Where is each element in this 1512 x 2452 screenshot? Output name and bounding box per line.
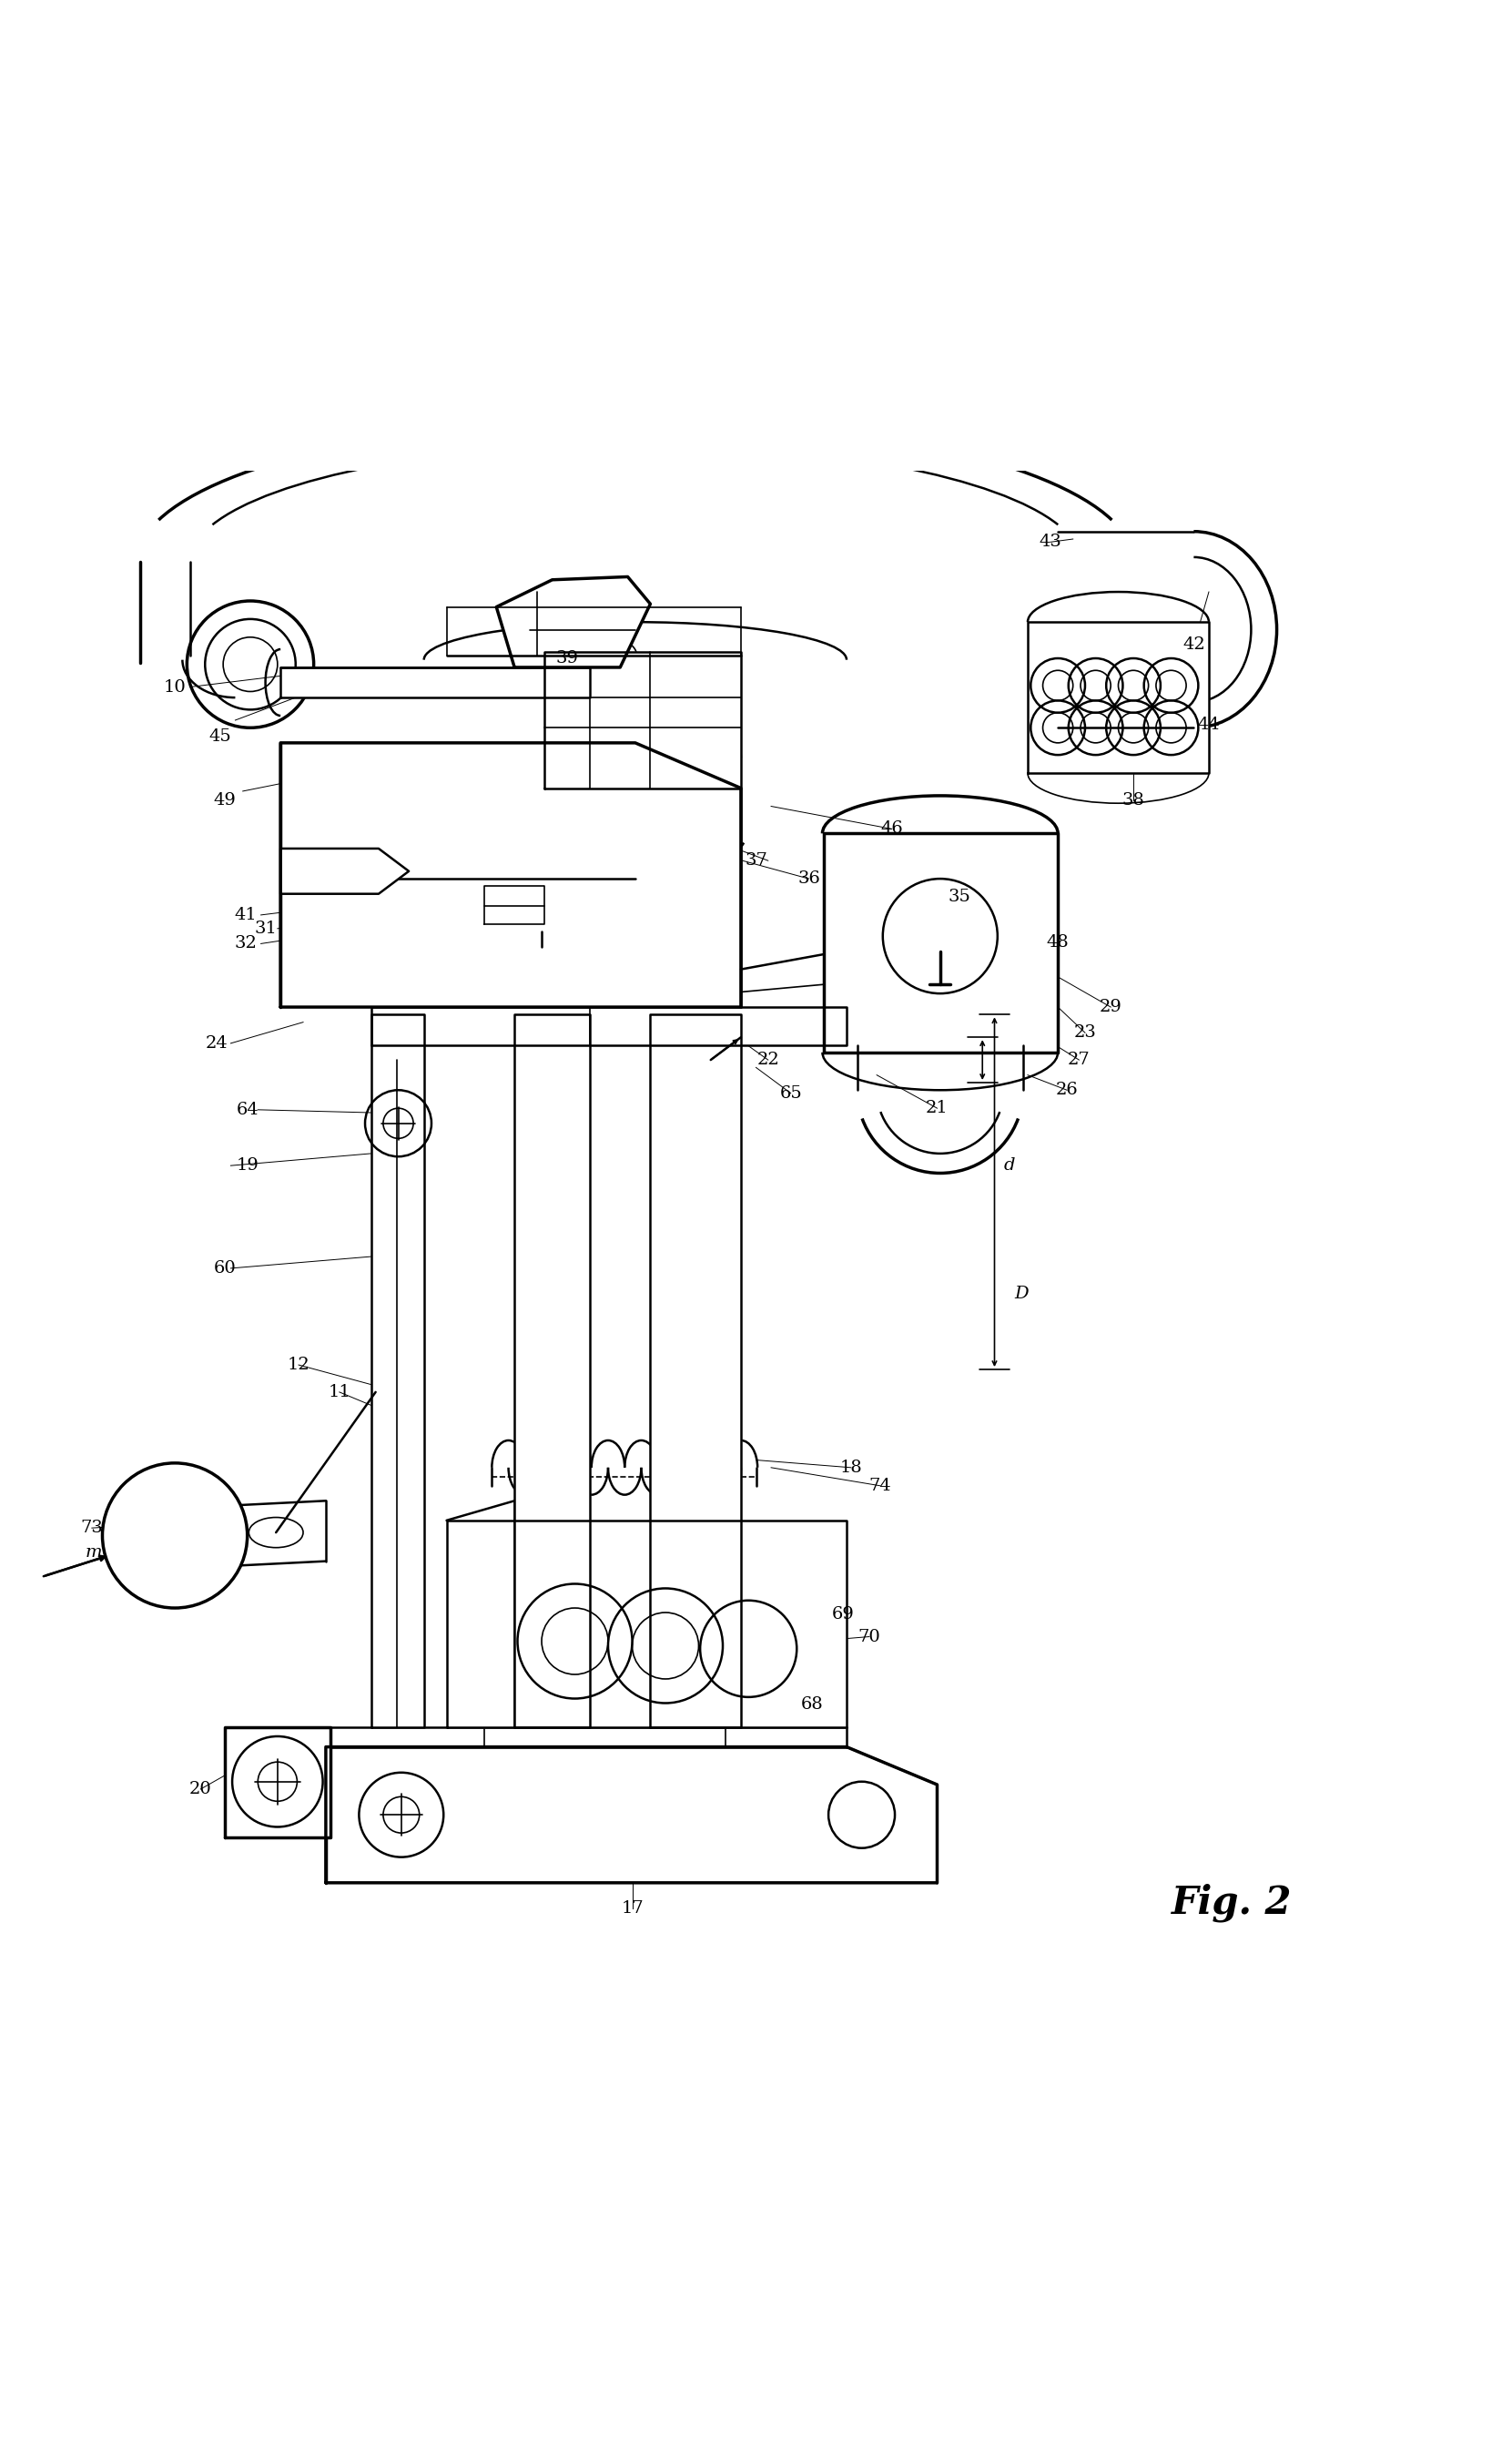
Text: 43: 43 xyxy=(1039,535,1061,549)
Text: 70: 70 xyxy=(857,1628,880,1645)
Text: 64: 64 xyxy=(236,1101,259,1118)
Text: 29: 29 xyxy=(1099,998,1122,1015)
Text: 48: 48 xyxy=(1046,934,1069,951)
Text: 31: 31 xyxy=(254,920,277,937)
Text: 39: 39 xyxy=(556,650,579,667)
Text: 24: 24 xyxy=(206,1035,228,1052)
Polygon shape xyxy=(824,834,1058,1052)
Text: Fig. 2: Fig. 2 xyxy=(1172,1883,1291,1922)
Text: 49: 49 xyxy=(213,792,236,809)
Text: 19: 19 xyxy=(236,1157,259,1175)
Text: 35: 35 xyxy=(948,888,971,905)
Text: 38: 38 xyxy=(1122,792,1145,809)
Text: 69: 69 xyxy=(832,1606,854,1623)
Text: 32: 32 xyxy=(234,937,257,951)
Polygon shape xyxy=(370,1015,423,1726)
Text: 11: 11 xyxy=(328,1383,351,1400)
Polygon shape xyxy=(650,1015,741,1726)
Text: 26: 26 xyxy=(1055,1081,1078,1098)
Text: m: m xyxy=(85,1545,101,1559)
Text: 46: 46 xyxy=(880,821,903,836)
Text: 44: 44 xyxy=(1198,716,1220,733)
Text: 21: 21 xyxy=(925,1101,948,1116)
Text: 73: 73 xyxy=(80,1520,103,1535)
Polygon shape xyxy=(370,1008,847,1045)
Polygon shape xyxy=(281,743,741,1008)
Polygon shape xyxy=(325,1746,937,1883)
Circle shape xyxy=(103,1464,248,1609)
Text: 22: 22 xyxy=(758,1052,779,1069)
Polygon shape xyxy=(281,667,590,696)
Text: D: D xyxy=(1015,1285,1028,1302)
Text: d: d xyxy=(1004,1157,1015,1175)
Text: 20: 20 xyxy=(189,1780,212,1797)
Text: 10: 10 xyxy=(163,679,186,696)
Text: 41: 41 xyxy=(234,907,257,922)
Text: 68: 68 xyxy=(800,1697,823,1714)
Polygon shape xyxy=(1028,623,1208,772)
Text: 37: 37 xyxy=(745,853,767,868)
Text: 60: 60 xyxy=(213,1260,236,1277)
Polygon shape xyxy=(544,652,741,787)
Text: 36: 36 xyxy=(797,870,820,888)
Polygon shape xyxy=(496,576,650,667)
Polygon shape xyxy=(225,1726,330,1837)
Text: 27: 27 xyxy=(1067,1052,1090,1069)
Text: 17: 17 xyxy=(621,1900,644,1917)
Text: 45: 45 xyxy=(209,728,231,745)
Text: 18: 18 xyxy=(839,1459,862,1476)
Text: 23: 23 xyxy=(1074,1025,1096,1042)
Polygon shape xyxy=(446,1520,847,1726)
Text: 74: 74 xyxy=(868,1479,891,1493)
Polygon shape xyxy=(514,1015,590,1726)
Text: 42: 42 xyxy=(1182,638,1205,652)
Polygon shape xyxy=(281,848,408,895)
Text: 12: 12 xyxy=(287,1356,310,1373)
Text: 65: 65 xyxy=(780,1084,801,1101)
